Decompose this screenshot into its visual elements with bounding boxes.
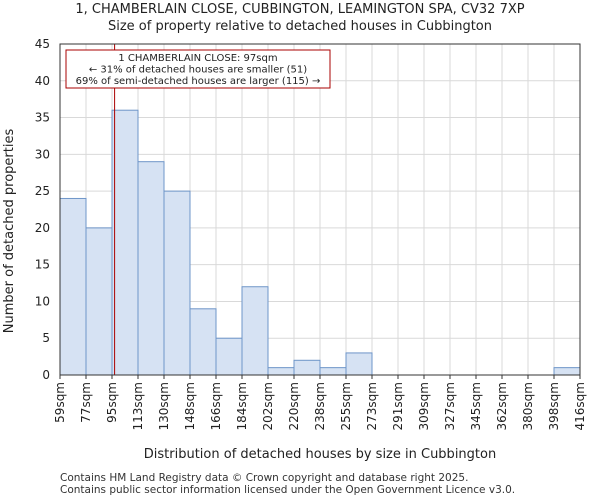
y-tick-label: 40 [35,74,50,88]
x-tick-label: 220sqm [287,382,301,430]
y-tick-label: 15 [35,258,50,272]
histogram-bar [163,190,191,376]
x-tick-label: 202sqm [261,382,275,430]
histogram-bar [553,367,581,376]
chart-title: 1, CHAMBERLAIN CLOSE, CUBBINGTON, LEAMIN… [75,2,525,17]
x-tick-label: 362sqm [495,382,509,430]
footer-licence: Contains public sector information licen… [60,484,516,496]
x-tick-label: 184sqm [235,382,249,430]
annotation-line: ← 31% of detached houses are smaller (51… [89,65,307,76]
x-tick-label: 130sqm [157,382,171,430]
histogram-bar [85,227,113,376]
chart-subtitle: Size of property relative to detached ho… [107,19,492,34]
y-tick-label: 25 [35,184,50,198]
y-tick-label: 20 [35,221,50,235]
x-tick-label: 273sqm [365,382,379,430]
bars-group [59,109,581,376]
x-tick-label: 398sqm [547,382,561,430]
x-tick-label: 166sqm [209,382,223,430]
y-tick-labels: 0 5 10 15 20 25 30 35 40 45 [35,37,50,382]
annotation-line: 1 CHAMBERLAIN CLOSE: 97sqm [118,53,277,64]
y-tick-label: 45 [35,37,50,51]
y-tick-label: 10 [35,294,50,308]
x-tick-label: 327sqm [443,382,457,430]
histogram-bar [319,367,347,376]
x-tick-label: 77sqm [79,382,93,423]
histogram-bar [137,161,165,376]
histogram-bar [59,197,87,376]
y-tick-label: 0 [42,368,50,382]
y-tick-label: 30 [35,147,50,161]
x-tick-label: 345sqm [469,382,483,430]
x-tick-label: 95sqm [105,382,119,423]
marker-group: 1 CHAMBERLAIN CLOSE: 97sqm← 31% of detac… [65,44,331,375]
x-tick-label: 309sqm [417,382,431,430]
axes-group [59,43,581,379]
x-tick-label: 59sqm [53,382,67,423]
x-tick-label: 291sqm [391,382,405,430]
histogram-bar [345,352,373,376]
histogram-bar [241,286,269,376]
x-tick-label: 148sqm [183,382,197,430]
histogram-bar [215,337,243,376]
y-tick-label: 35 [35,111,50,125]
x-tick-labels: 59sqm 77sqm 95sqm 113sqm 130sqm 148sqm 166sqm 1… [53,382,587,430]
x-tick-label: 255sqm [339,382,353,430]
annotation-line: 69% of semi-detached houses are larger (… [76,76,321,87]
footer-copyright: Contains HM Land Registry data © Crown c… [60,472,469,484]
histogram-bar [111,109,139,376]
histogram-bar [293,359,321,376]
histogram-bar [267,367,295,376]
x-tick-label: 113sqm [131,382,145,430]
x-tick-label: 238sqm [313,382,327,430]
y-tick-label: 5 [42,331,50,345]
x-axis-label: Distribution of detached houses by size … [144,447,496,462]
histogram-bar [189,308,217,376]
x-tick-label: 416sqm [573,382,587,430]
annotation-box [65,49,331,89]
x-tick-label: 380sqm [521,382,535,430]
y-axis-label: Number of detached properties [2,129,17,334]
